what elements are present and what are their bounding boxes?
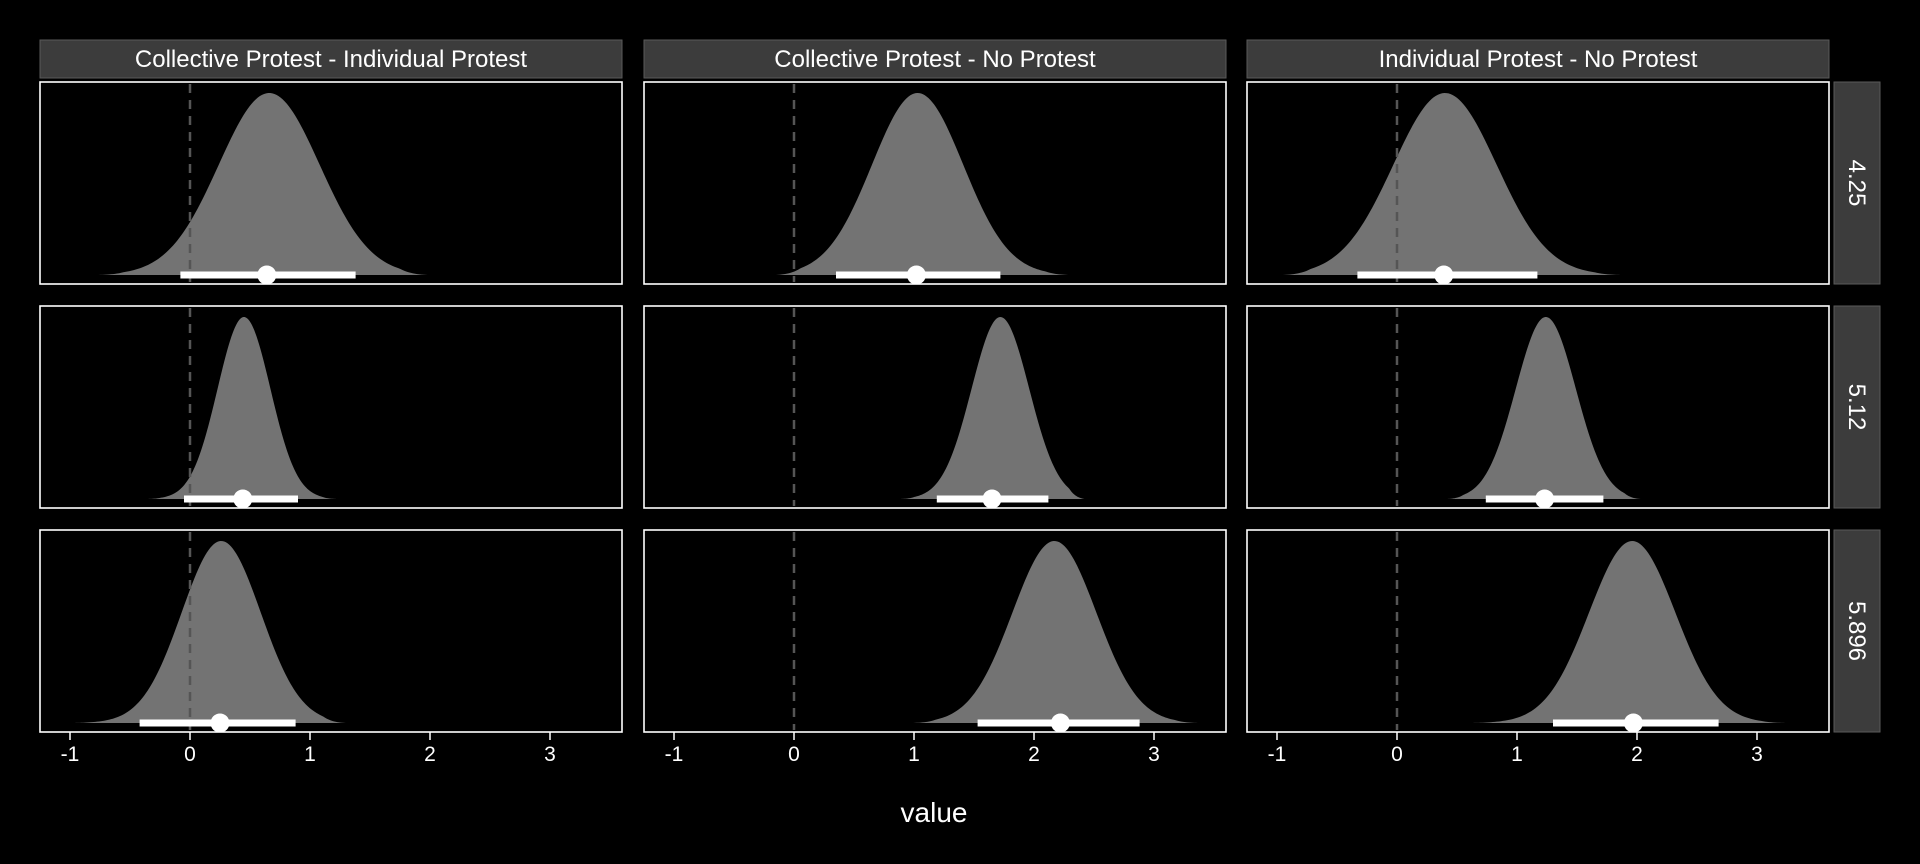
column-strip-3 [1246, 39, 1830, 79]
density-area [1283, 93, 1623, 276]
density-area [67, 541, 346, 723]
panel-border [643, 529, 1227, 733]
x-tick-label: 3 [1751, 743, 1763, 766]
x-tick-label: 0 [184, 743, 196, 766]
x-tick-label: -1 [665, 743, 684, 766]
median-point [906, 265, 926, 285]
panel-border [1246, 305, 1830, 509]
column-strip-1 [39, 39, 623, 79]
panel-background [1247, 530, 1829, 732]
density-area [96, 93, 428, 275]
row-strip-label: 5.896 [1843, 601, 1870, 661]
column-strip-2 [643, 39, 1227, 79]
density-area [911, 541, 1200, 723]
x-tick-label: 3 [544, 743, 556, 766]
median-point [1050, 713, 1070, 733]
density-area [776, 93, 1070, 275]
panel-background [40, 306, 622, 508]
median-point [210, 713, 230, 733]
panel-border [643, 81, 1227, 285]
row-strip-label: 5.12 [1843, 384, 1870, 431]
x-tick-label: 0 [1391, 743, 1403, 766]
x-tick-label: -1 [1268, 743, 1287, 766]
row-strip-2 [1833, 305, 1881, 509]
x-tick-label: -1 [61, 743, 80, 766]
column-strip-label: Collective Protest - No Protest [774, 46, 1096, 73]
density-area [1466, 541, 1790, 723]
x-tick-label: 1 [304, 743, 316, 766]
median-point [257, 265, 277, 285]
panel-border [39, 305, 623, 509]
panel-border [39, 529, 623, 733]
x-tick-label: 0 [788, 743, 800, 766]
x-tick-label: 2 [1028, 743, 1040, 766]
median-point [1535, 489, 1555, 509]
x-tick-label: 1 [908, 743, 920, 766]
median-point [1623, 713, 1643, 733]
density-area [899, 317, 1085, 499]
panel-border [1246, 81, 1830, 285]
panel-background [40, 530, 622, 732]
column-strip-label: Individual Protest - No Protest [1379, 46, 1698, 73]
column-strip-label: Collective Protest - Individual Protest [135, 46, 528, 73]
row-strip-3 [1833, 529, 1881, 733]
row-strip-label: 4.25 [1843, 160, 1870, 207]
density-area [1447, 317, 1641, 499]
x-tick-label: 3 [1148, 743, 1160, 766]
x-tick-label: 2 [424, 743, 436, 766]
panel-border [1246, 529, 1830, 733]
median-point [233, 489, 253, 509]
panel-border [643, 305, 1227, 509]
row-strip-1 [1833, 81, 1881, 285]
x-axis-title: value [901, 797, 968, 828]
panel-background [644, 306, 1226, 508]
panel-border [39, 81, 623, 285]
density-area [144, 317, 338, 499]
x-tick-label: 1 [1511, 743, 1523, 766]
x-tick-label: 2 [1631, 743, 1643, 766]
median-point [982, 489, 1002, 509]
median-point [1434, 265, 1454, 285]
